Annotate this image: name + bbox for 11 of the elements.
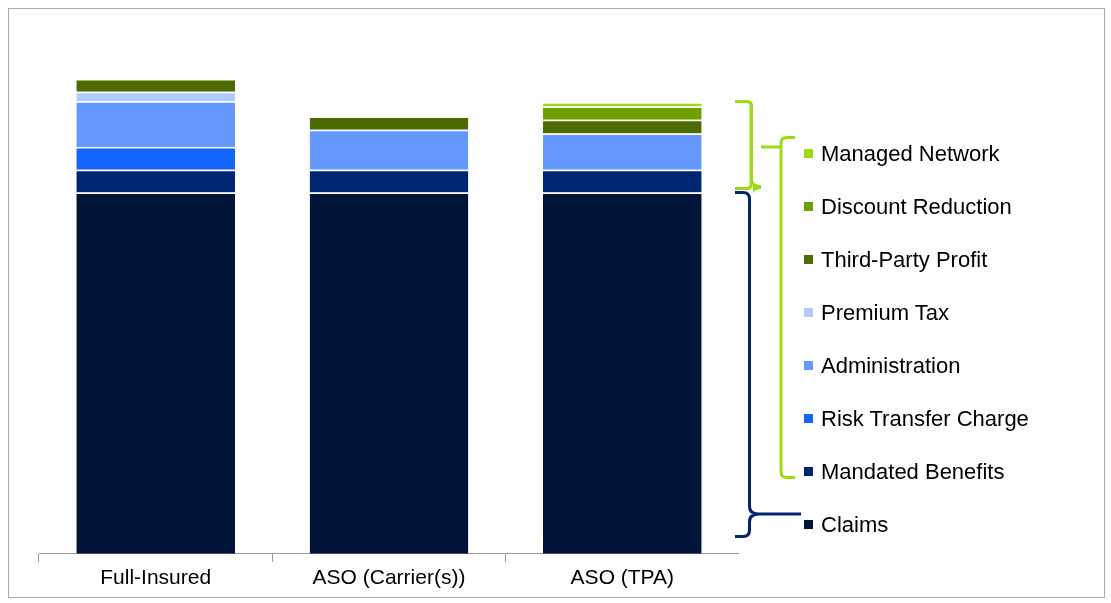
legend-label: Discount Reduction	[821, 193, 1012, 220]
legend-label: Claims	[821, 511, 889, 538]
x-tick-label: ASO (TPA)	[570, 565, 675, 589]
legend-label: Third-Party Profit	[821, 246, 988, 273]
x-tick-label: ASO (Carrier(s))	[312, 565, 466, 589]
legend-label: Administration	[821, 352, 961, 379]
legend-label: Risk Transfer Charge	[821, 405, 1029, 432]
x-tick-label: Full-Insured	[100, 565, 212, 589]
legend-label: Premium Tax	[821, 299, 949, 326]
legend-label: Mandated Benefits	[821, 458, 1005, 485]
legend-label: Managed Network	[821, 140, 1000, 167]
